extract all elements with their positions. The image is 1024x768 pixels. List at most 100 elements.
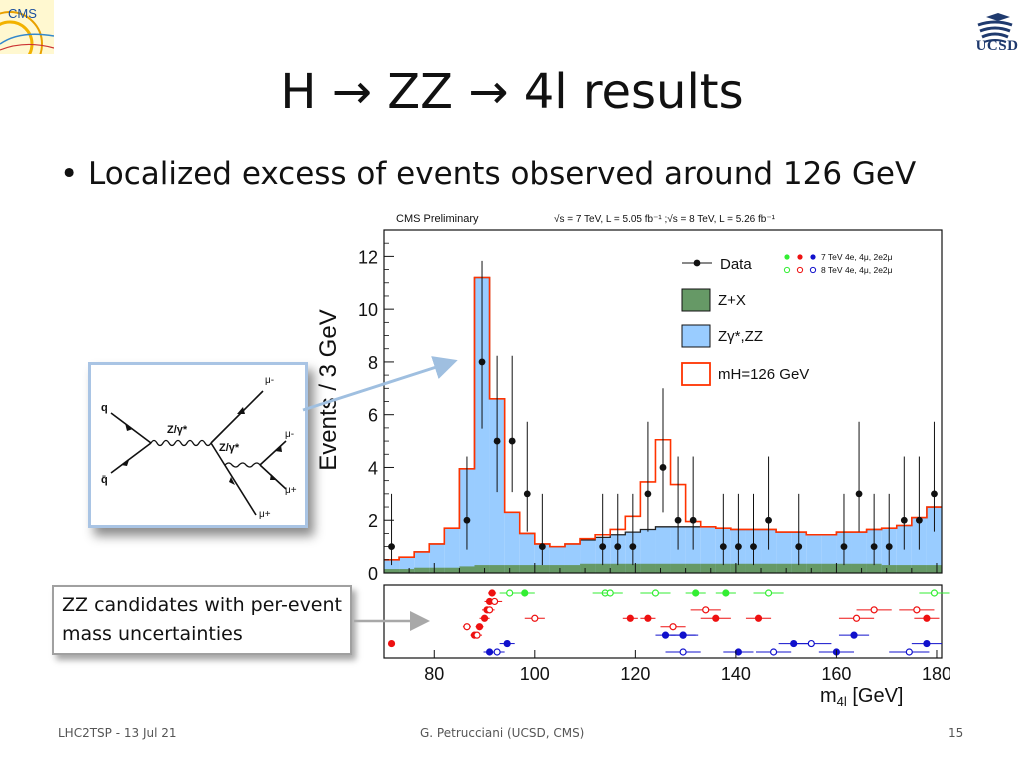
zz-bar [806, 534, 822, 573]
data-point [915, 516, 923, 524]
zx-bar [534, 565, 550, 573]
zx-bar [504, 565, 520, 573]
feynman-diagram-box: q q̄ Z/γ* Z/γ* μ- μ- μ+ μ+ [88, 362, 308, 528]
zz-bar [776, 532, 792, 573]
x-tick-label: 120 [620, 664, 650, 684]
footer-center: G. Petrucciani (UCSD, CMS) [420, 726, 585, 740]
candidate-filled-marker [923, 614, 931, 622]
data-point [614, 543, 622, 551]
zx-bar [625, 563, 641, 573]
data-point [478, 358, 486, 366]
data-point [750, 543, 757, 551]
candidate-open-marker [913, 606, 921, 614]
candidate-panel-frame [383, 584, 943, 659]
zx-bar [926, 565, 942, 573]
zx-bar [384, 569, 400, 573]
plot-header-left: CMS Preliminary [396, 213, 479, 225]
y-tick-label: 8 [368, 353, 378, 373]
candidate-filled-marker [503, 639, 511, 648]
x-tick-label: 180 [922, 664, 950, 684]
zx-bar [761, 563, 777, 573]
zx-bar [715, 563, 731, 573]
zx-bar [851, 563, 867, 573]
candidate-open-marker [490, 597, 499, 606]
data-point [885, 543, 893, 551]
candidate-filled-marker [722, 589, 730, 597]
candidate-open-marker [852, 614, 861, 622]
zx-bar [640, 563, 656, 573]
legend-8tev-marker [809, 266, 817, 274]
candidate-open-marker [764, 589, 773, 597]
candidate-filled-marker [480, 614, 489, 622]
candidate-filled-marker [712, 614, 720, 622]
feynman-pointer-arrow [302, 356, 458, 412]
muon3-label: μ+ [285, 485, 297, 496]
zx-bar [399, 569, 415, 573]
zz-bar [700, 526, 716, 573]
legend-8tev-marker [796, 266, 804, 274]
candidate-open-marker [702, 606, 710, 614]
data-point [659, 464, 667, 471]
zx-bar [700, 563, 716, 573]
x-tick-label: 100 [520, 664, 550, 684]
zx-bar [866, 563, 882, 573]
candidate-open-marker [493, 648, 501, 656]
zx-bar [610, 563, 626, 573]
data-point [870, 543, 878, 551]
zx-bar [444, 567, 460, 573]
zx-bar [670, 563, 686, 573]
legend-data-marker [693, 259, 701, 267]
zx-bar [549, 565, 565, 573]
legend-8tev-label: 8 TeV 4e, 4μ, 2e2μ [821, 265, 893, 275]
x-tick-label: 80 [424, 664, 444, 684]
candidate-open-marker [463, 623, 471, 631]
candidate-open-marker [473, 631, 481, 639]
muon1-label: μ- [265, 375, 274, 386]
candidate-open-marker [769, 648, 778, 656]
footer-left: LHC2TSP - 13 Jul 21 [58, 726, 177, 740]
candidate-open-marker [679, 648, 687, 656]
antiquark-label: q̄ [101, 474, 108, 486]
zx-bar [595, 563, 611, 573]
zx-bar [414, 567, 430, 573]
zx-bar [580, 563, 596, 573]
y-tick-label: 0 [368, 564, 378, 584]
ucsd-logo [977, 13, 1013, 43]
zz-bar [429, 543, 445, 573]
candidate-open-marker [930, 589, 939, 597]
z1-label: Z/γ* [167, 424, 188, 436]
data-point [644, 490, 652, 498]
y-tick-label: 10 [358, 300, 378, 320]
zx-bar [429, 567, 445, 573]
legend-zz-label: Zγ*,ZZ [718, 328, 763, 345]
zz-bar [444, 528, 460, 573]
muon4-label: μ+ [259, 509, 271, 520]
legend-zx-label: Z+X [718, 292, 746, 309]
candidate-open-marker [669, 623, 677, 631]
legend-signal-swatch [681, 362, 711, 386]
zz-bar [685, 526, 701, 573]
data-point [855, 490, 863, 498]
data-point [508, 437, 516, 445]
legend-signal-label: mH=126 GeV [718, 366, 809, 383]
candidate-open-marker [506, 589, 514, 597]
candidate-open-marker [870, 606, 878, 614]
data-point [388, 543, 395, 551]
data-point [900, 516, 908, 524]
y-tick-label: 12 [358, 247, 378, 267]
candidate-filled-marker [644, 614, 652, 622]
data-point [493, 437, 501, 445]
y-tick-label: 6 [368, 406, 378, 426]
data-point [599, 543, 607, 551]
data-point [795, 543, 803, 551]
slide-title: H → ZZ → 4l results [280, 64, 744, 120]
candidate-filled-marker [692, 589, 700, 597]
candidate-open-marker [485, 606, 494, 614]
zx-bar [459, 566, 475, 573]
zx-bar [474, 565, 490, 573]
zx-bar [836, 563, 852, 573]
signal-outline [384, 276, 942, 561]
zx-bar [685, 563, 701, 573]
data-point [931, 490, 938, 498]
